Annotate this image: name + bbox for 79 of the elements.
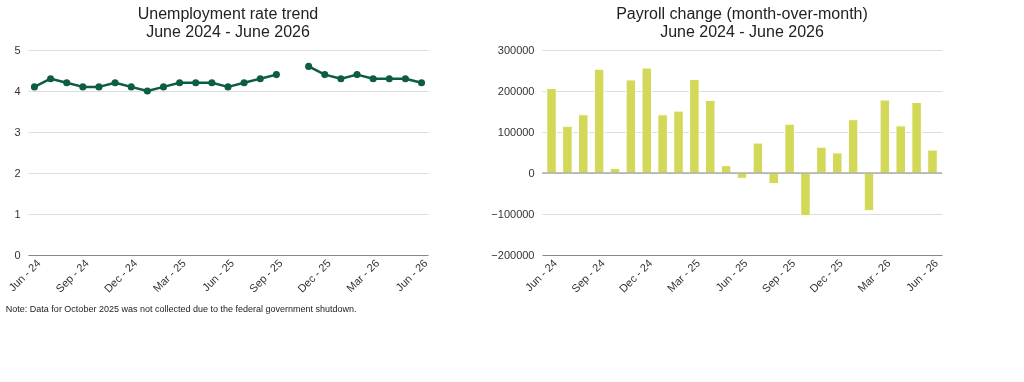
point [305, 62, 313, 70]
point [208, 79, 216, 87]
x-tick-label: Mar - 25 [150, 256, 188, 295]
point [47, 75, 55, 83]
bar [895, 125, 906, 174]
y-tick-label: 100000 [497, 125, 535, 138]
y-tick-label: −100000 [491, 207, 535, 220]
y-tick-label: 3 [14, 125, 21, 138]
point [159, 83, 168, 91]
point [111, 79, 119, 87]
x-tick-label: Jun - 25 [199, 256, 237, 294]
bar [847, 119, 859, 174]
x-tick-label: Sep - 25 [759, 256, 798, 295]
x-tick-label: Dec - 25 [295, 256, 334, 295]
bar [704, 99, 716, 174]
y-tick-label: 0 [528, 166, 535, 179]
point [256, 75, 264, 83]
point [385, 75, 393, 83]
x-tick-label: Sep - 24 [569, 256, 607, 295]
point [176, 79, 184, 87]
text: Unemployment rate trend [137, 5, 319, 22]
point [240, 79, 248, 87]
bar [546, 88, 557, 174]
x-tick-label: Mar - 26 [343, 256, 382, 295]
bar [641, 67, 653, 174]
y-tick-label: 1 [14, 207, 21, 220]
point [401, 75, 409, 83]
bar [927, 149, 938, 174]
point [127, 83, 135, 91]
bar [879, 99, 891, 174]
bar [768, 172, 780, 185]
bar [578, 114, 589, 174]
bar [673, 110, 684, 174]
y-tick-label: 4 [14, 84, 21, 97]
point [418, 79, 426, 87]
x-tick-label: Dec - 24 [616, 256, 655, 295]
point [143, 87, 151, 95]
point [192, 79, 200, 87]
y-tick-label: 2 [14, 166, 21, 179]
bar [562, 125, 573, 174]
point [353, 71, 361, 79]
point [321, 71, 329, 79]
x-tick-label: Jun - 26 [903, 256, 941, 294]
y-tick-label: 200000 [497, 84, 535, 97]
bar [831, 152, 843, 174]
bar [657, 114, 668, 174]
point [79, 83, 87, 91]
text: Payroll change (month-over-month) [616, 5, 868, 22]
x-tick-label: Sep - 24 [53, 256, 92, 295]
text: June 2024 - June 2026 [146, 23, 310, 40]
point [337, 75, 345, 83]
bar [784, 123, 795, 174]
x-tick-label: Dec - 24 [101, 256, 140, 295]
y-tick-label: 0 [14, 248, 21, 261]
bar [863, 172, 875, 212]
text: Note: Data for October 2025 was not collected due to the federal government shutdown. [5, 303, 357, 314]
point [95, 83, 103, 91]
x-tick-label: Jun - 26 [393, 256, 430, 294]
y-tick-label: −200000 [491, 248, 535, 261]
bar [816, 146, 827, 174]
point [224, 83, 232, 91]
x-tick-label: Mar - 26 [855, 256, 893, 295]
x-tick-label: Sep - 25 [246, 256, 285, 295]
x-tick-label: Dec - 25 [807, 256, 846, 295]
point [30, 83, 38, 91]
point [63, 79, 71, 87]
y-tick-label: 5 [14, 43, 21, 56]
x-tick-label: Jun - 25 [713, 256, 750, 294]
bar [593, 68, 605, 174]
point [272, 71, 280, 79]
bar [689, 79, 700, 174]
bar [752, 142, 764, 174]
bar [800, 172, 811, 217]
bar [911, 101, 922, 174]
point [369, 75, 377, 83]
text: June 2024 - June 2026 [660, 23, 824, 40]
x-tick-label: Mar - 25 [664, 256, 703, 295]
bar [625, 79, 637, 174]
y-tick-label: 300000 [497, 43, 535, 56]
